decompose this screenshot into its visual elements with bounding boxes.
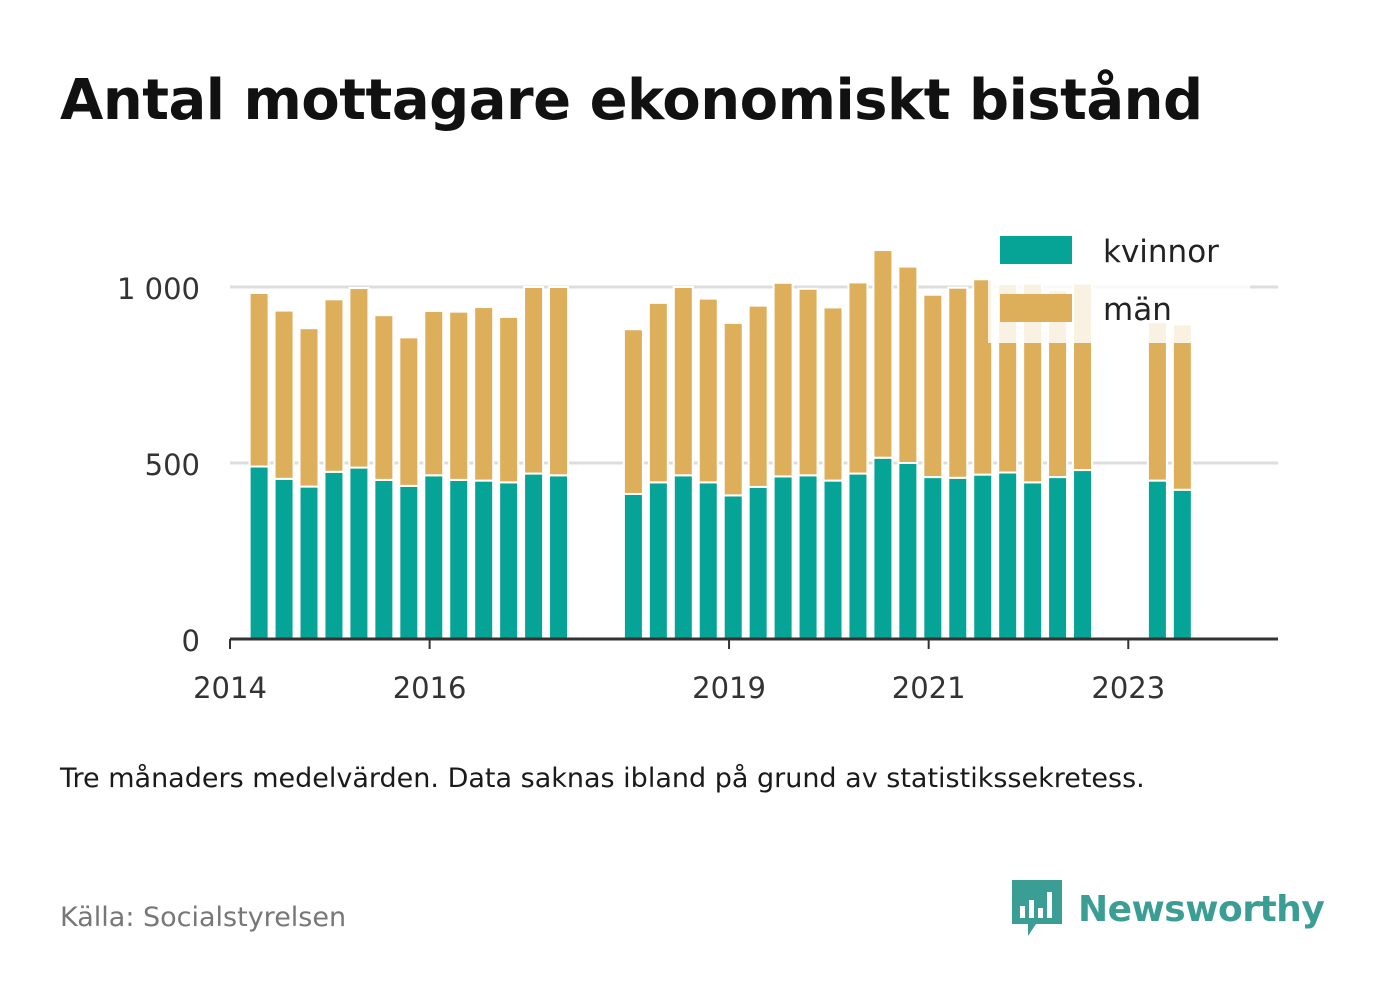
bar-kvinnor	[423, 474, 445, 640]
legend: kvinnor män	[988, 225, 1250, 343]
x-tick-label: 2016	[393, 671, 467, 705]
y-tick-label: 500	[145, 448, 200, 482]
bar-kvinnor	[797, 474, 819, 640]
bar-kvinnor	[772, 475, 794, 640]
stacked-bar-chart: kvinnor män 0 500 1 000 2014 2016 2019 2021 2023	[116, 225, 1278, 705]
bar-kvinnor	[872, 456, 894, 640]
y-tick-label: 0	[182, 624, 200, 658]
bar-kvinnor	[947, 476, 969, 640]
newsworthy-logo-icon	[1012, 880, 1062, 936]
bar-kvinnor	[1047, 476, 1069, 640]
bar-män	[248, 291, 270, 468]
bar-män	[972, 278, 994, 476]
bar-män	[473, 306, 495, 482]
bar-kvinnor	[622, 492, 644, 641]
bar-kvinnor	[523, 472, 545, 640]
bar-kvinnor	[897, 462, 919, 640]
bar-män	[298, 327, 320, 488]
bar-män	[498, 315, 520, 484]
bar-män	[747, 304, 769, 488]
legend-swatch-män	[1000, 294, 1072, 322]
bars	[248, 249, 1193, 641]
bar-män	[772, 281, 794, 478]
bar-män	[722, 321, 744, 497]
bar-kvinnor	[747, 485, 769, 640]
bar-kvinnor	[323, 470, 345, 640]
bar-kvinnor	[1171, 488, 1193, 641]
bar-kvinnor	[997, 471, 1019, 640]
x-tick-label: 2021	[892, 671, 966, 705]
bar-kvinnor	[847, 472, 869, 640]
bar-kvinnor	[498, 481, 520, 640]
bar-män	[822, 306, 844, 482]
bar-män	[398, 336, 420, 487]
bar-män	[947, 286, 969, 479]
bar-kvinnor	[1022, 481, 1044, 640]
bar-kvinnor	[473, 479, 495, 640]
bar-män	[647, 301, 669, 484]
bar-kvinnor	[548, 474, 570, 640]
bar-män	[697, 297, 719, 484]
bar-män	[423, 309, 445, 477]
source-label: Källa: Socialstyrelsen	[60, 902, 347, 933]
bar-kvinnor	[697, 481, 719, 640]
bar-kvinnor	[822, 479, 844, 640]
chart-footnote: Tre månaders medelvärden. Data saknas ib…	[60, 763, 1145, 794]
bar-män	[348, 287, 370, 469]
bar-kvinnor	[348, 466, 370, 640]
bar-män	[797, 287, 819, 477]
bar-män	[1171, 323, 1193, 491]
y-tick-label: 1 000	[117, 272, 200, 306]
x-tick-label: 2014	[193, 671, 267, 705]
bar-män	[872, 249, 894, 459]
legend-label-kvinnor: kvinnor	[1103, 234, 1219, 270]
chart-title: Antal mottagare ekonomiskt bistånd	[60, 68, 1203, 133]
bar-kvinnor	[972, 473, 994, 640]
bar-män	[448, 310, 470, 481]
brand-name: Newsworthy	[1078, 888, 1325, 930]
bar-kvinnor	[273, 477, 295, 640]
bar-kvinnor	[248, 465, 270, 640]
bar-män	[548, 286, 570, 477]
bar-män	[897, 265, 919, 465]
legend-swatch-kvinnor	[1000, 236, 1072, 264]
brand-logo: Newsworthy	[1010, 878, 1325, 940]
bar-män	[373, 314, 395, 481]
bar-män	[672, 286, 694, 477]
bar-kvinnor	[448, 478, 470, 640]
legend-label-män: män	[1103, 292, 1172, 328]
bar-kvinnor	[398, 484, 420, 640]
bar-män	[922, 293, 944, 479]
x-tick-label: 2023	[1091, 671, 1165, 705]
bar-kvinnor	[373, 478, 395, 640]
bar-kvinnor	[672, 474, 694, 640]
bar-kvinnor	[922, 476, 944, 640]
axes: 0 500 1 000 2014 2016 2019 2021 2023	[117, 272, 1278, 705]
bar-män	[323, 298, 345, 473]
bar-kvinnor	[722, 494, 744, 640]
bar-kvinnor	[1072, 469, 1094, 641]
bar-män	[1146, 321, 1168, 482]
bar-kvinnor	[298, 485, 320, 641]
bar-män	[622, 328, 644, 495]
bar-män	[847, 281, 869, 475]
bar-kvinnor	[1146, 479, 1168, 640]
x-tick-label: 2019	[692, 671, 766, 705]
bar-män	[523, 286, 545, 475]
bar-kvinnor	[647, 481, 669, 640]
bar-män	[273, 309, 295, 480]
